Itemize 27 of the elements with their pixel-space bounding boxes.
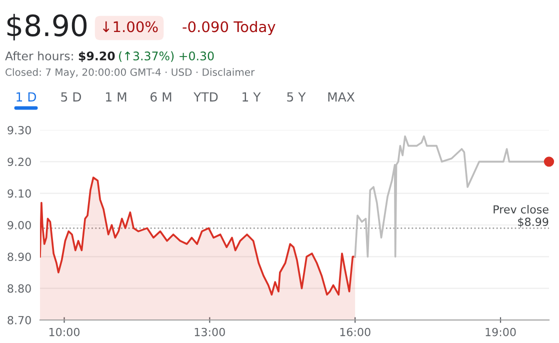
y-tick-label: 9.00 [8, 220, 31, 230]
y-tick-label: 9.20 [8, 158, 31, 166]
text: -0.090 Today [182, 20, 276, 36]
x-tick-label: 19:00 [486, 328, 516, 336]
x-tick-label: 10:00 [49, 328, 80, 336]
text: 1 Y [242, 92, 261, 102]
text: 5 Y [287, 92, 306, 102]
text: (↑3.37%) +0.30 [119, 51, 214, 62]
ref-line-label: Prev close $8.99 [494, 204, 548, 228]
text: 1 D [16, 92, 36, 102]
text: $9.20 [78, 51, 115, 62]
y-tick-label: 9.30 [8, 126, 31, 134]
text: Closed: 7 May, 20:00:00 GMT-4 · USD · Disclaimer [6, 68, 255, 78]
text: 5 D [61, 92, 82, 102]
x-tick-label: 13:00 [194, 328, 225, 336]
text: ↓1.00% [102, 21, 158, 32]
y-tick-label: 8.70 [8, 316, 31, 324]
y-tick-label: 8.90 [8, 252, 31, 262]
text: MAX [328, 92, 355, 102]
y-tick-label: 8.80 [8, 284, 31, 293]
text: YTD [194, 92, 218, 102]
text: 1 M [106, 92, 126, 102]
chart-title: $8.90 [7, 14, 87, 40]
text: After hours: [5, 51, 73, 60]
y-tick-label: 9.10 [8, 189, 31, 198]
x-tick-label: 16:00 [340, 328, 370, 336]
text: 6 M [150, 92, 172, 102]
